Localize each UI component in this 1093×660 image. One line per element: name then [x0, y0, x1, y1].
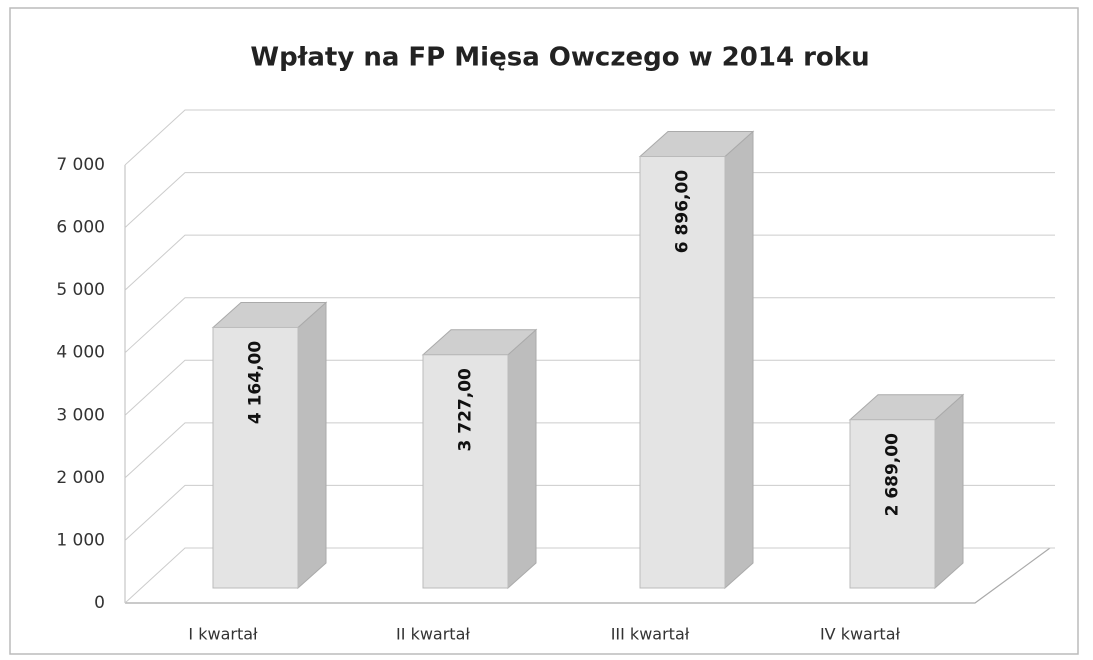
bar-side [724, 130, 754, 590]
x-tick-label: II kwartał [396, 625, 470, 644]
bar [849, 419, 936, 589]
value-label: 4 164,00 [246, 341, 266, 425]
value-label: 3 727,00 [456, 368, 476, 452]
bar-side [297, 301, 327, 590]
y-tick-label: 0 [94, 593, 105, 613]
grid-line [124, 547, 1055, 604]
bar [422, 354, 509, 589]
chart-title: Wpłaty na FP Mięsa Owczego w 2014 roku [250, 43, 869, 73]
y-tick-label: 5 000 [56, 280, 105, 300]
y-tick-label: 4 000 [56, 343, 105, 363]
grid-line [124, 172, 1055, 228]
y-tick-label: 3 000 [56, 405, 105, 425]
bar [212, 326, 299, 589]
grid-line [124, 484, 1055, 541]
grid-line [124, 234, 1055, 291]
grid-line [124, 359, 1055, 416]
y-tick-label: 6 000 [56, 218, 105, 238]
value-label: 6 896,00 [673, 170, 693, 254]
y-tick-label: 7 000 [56, 155, 105, 175]
bar [639, 156, 726, 589]
floor [125, 547, 1051, 604]
x-tick-label: I kwartał [188, 625, 258, 644]
bar-side [934, 393, 964, 590]
grid-line [124, 297, 1055, 354]
value-label: 2 689,00 [883, 433, 903, 517]
y-tick-label: 2 000 [56, 468, 105, 488]
bar-side [507, 328, 537, 590]
grid-line [124, 109, 1055, 166]
grid-line [124, 422, 1055, 479]
x-tick-label: IV kwartał [820, 625, 901, 644]
y-tick-label: 1 000 [56, 530, 105, 550]
x-tick-label: III kwartał [611, 625, 690, 644]
